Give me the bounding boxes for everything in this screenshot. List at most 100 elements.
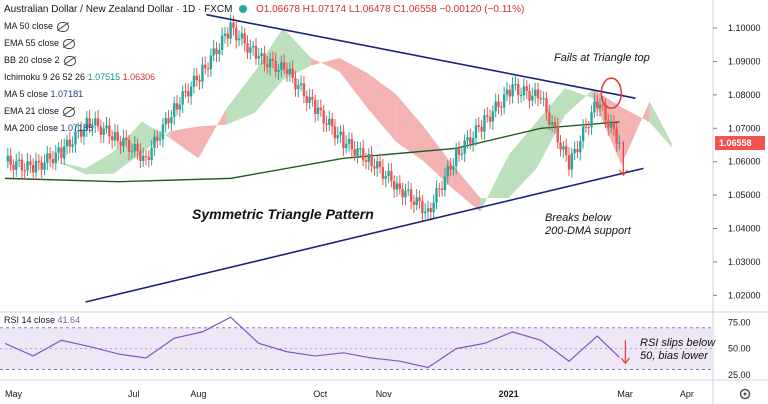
candle-body: [550, 122, 554, 125]
eye-hidden-icon[interactable]: [57, 21, 70, 32]
candle-body: [235, 27, 238, 41]
candle-body: [130, 151, 134, 153]
indicator-bb20[interactable]: BB 20 close 2: [4, 55, 76, 66]
rsi-line: [4, 316, 620, 369]
candle-body: [74, 131, 77, 145]
candle-body: [562, 146, 565, 150]
candle-body: [249, 47, 252, 53]
candle-body: [581, 126, 585, 142]
candle-body: [119, 141, 122, 146]
candle-body: [469, 137, 472, 144]
gear-ring: [739, 388, 751, 400]
time-tick-label: Mar: [617, 389, 633, 399]
candle-body: [308, 96, 311, 103]
candle-body: [409, 189, 413, 202]
candle-body: [353, 149, 356, 156]
indicator-ema55[interactable]: EMA 55 close: [4, 38, 76, 49]
indicator-ma50[interactable]: MA 50 close: [4, 21, 70, 32]
ichimoku-cloud-segment: [452, 164, 481, 212]
indicator-ichimoku[interactable]: Ichimoku 9 26 52 26 1.07515 1.06306: [4, 72, 156, 82]
candle-body: [612, 122, 616, 129]
candle-body: [407, 189, 410, 191]
candle-body: [609, 122, 613, 128]
time-tick-label: Aug: [190, 389, 206, 399]
rsi-tick-label: 50.00: [728, 344, 751, 354]
candle-body: [139, 151, 142, 161]
candle-body: [68, 139, 72, 147]
indicator-ma5[interactable]: MA 5 close 1.07181: [4, 89, 84, 99]
eye-hidden-icon[interactable]: [63, 106, 76, 117]
candle-body: [533, 89, 537, 96]
candle-body: [528, 90, 531, 101]
eye-hidden-icon[interactable]: [63, 38, 76, 49]
candle-body: [373, 166, 376, 169]
candle-body: [170, 116, 173, 124]
candle-body: [60, 147, 63, 159]
candle-body: [325, 123, 328, 125]
candle-body: [158, 139, 162, 141]
candle-body: [392, 181, 396, 190]
down-arrow-rsi-head: [620, 357, 630, 365]
candle-body: [6, 155, 10, 162]
candle-body: [390, 171, 393, 182]
candle-body: [15, 161, 18, 170]
candle-body: [531, 95, 534, 101]
candle-body: [226, 33, 229, 39]
candle-body: [181, 91, 184, 105]
candle-body: [460, 153, 464, 155]
candle-body: [54, 152, 57, 164]
candle-body: [474, 125, 478, 138]
candle-body: [17, 159, 21, 162]
candle-body: [570, 153, 574, 170]
candle-body: [204, 64, 207, 69]
candle-body: [274, 60, 277, 72]
annotation-rsi-1: RSI slips below: [640, 337, 716, 349]
time-tick-label: Jul: [128, 389, 140, 399]
symbol-title[interactable]: Australian Dollar / New Zealand Dollar ·…: [4, 4, 233, 15]
candle-body: [438, 188, 441, 190]
annotation-pattern: Symmetric Triangle Pattern: [192, 206, 374, 222]
candle-body: [260, 53, 263, 57]
candle-body: [40, 162, 43, 170]
candle-body: [266, 64, 269, 68]
candle-body: [404, 190, 407, 198]
candle-body: [508, 89, 511, 97]
candle-body: [189, 86, 193, 97]
eye-hidden-icon[interactable]: [63, 55, 76, 66]
time-tick-label: Oct: [313, 389, 328, 399]
candle-body: [443, 176, 447, 191]
candle-body: [173, 103, 176, 117]
candle-body: [136, 143, 139, 152]
candle-body: [206, 68, 210, 70]
candle-body: [545, 98, 548, 113]
candle-body: [280, 62, 283, 70]
settings-gear-icon[interactable]: [739, 388, 751, 400]
rsi-legend[interactable]: RSI 14 close 41.64: [4, 315, 81, 325]
candle-body: [415, 197, 418, 206]
candle-body: [161, 124, 165, 140]
candle-body: [20, 159, 24, 171]
candle-body: [387, 171, 390, 177]
candle-body: [491, 111, 495, 122]
candle-body: [536, 89, 540, 99]
candle-body: [367, 153, 370, 162]
candle-body: [9, 155, 12, 165]
fail-highlight-circle: [600, 77, 623, 109]
candle-body: [102, 128, 105, 135]
ichimoku-cloud-segment: [85, 151, 114, 175]
candle-body: [127, 139, 131, 152]
candle-body: [423, 211, 427, 214]
ichimoku-cloud-segment: [480, 154, 509, 212]
candle-body: [251, 45, 255, 48]
candle-body: [364, 160, 368, 162]
candle-body: [573, 149, 576, 154]
indicator-ma200[interactable]: MA 200 close 1.07185: [4, 123, 94, 133]
candle-body: [167, 118, 170, 124]
indicator-ema21[interactable]: EMA 21 close: [4, 106, 76, 117]
candle-body: [505, 89, 509, 95]
candle-body: [429, 208, 433, 213]
last-price-tag: 1.06558: [719, 138, 752, 148]
candle-body: [480, 126, 483, 132]
